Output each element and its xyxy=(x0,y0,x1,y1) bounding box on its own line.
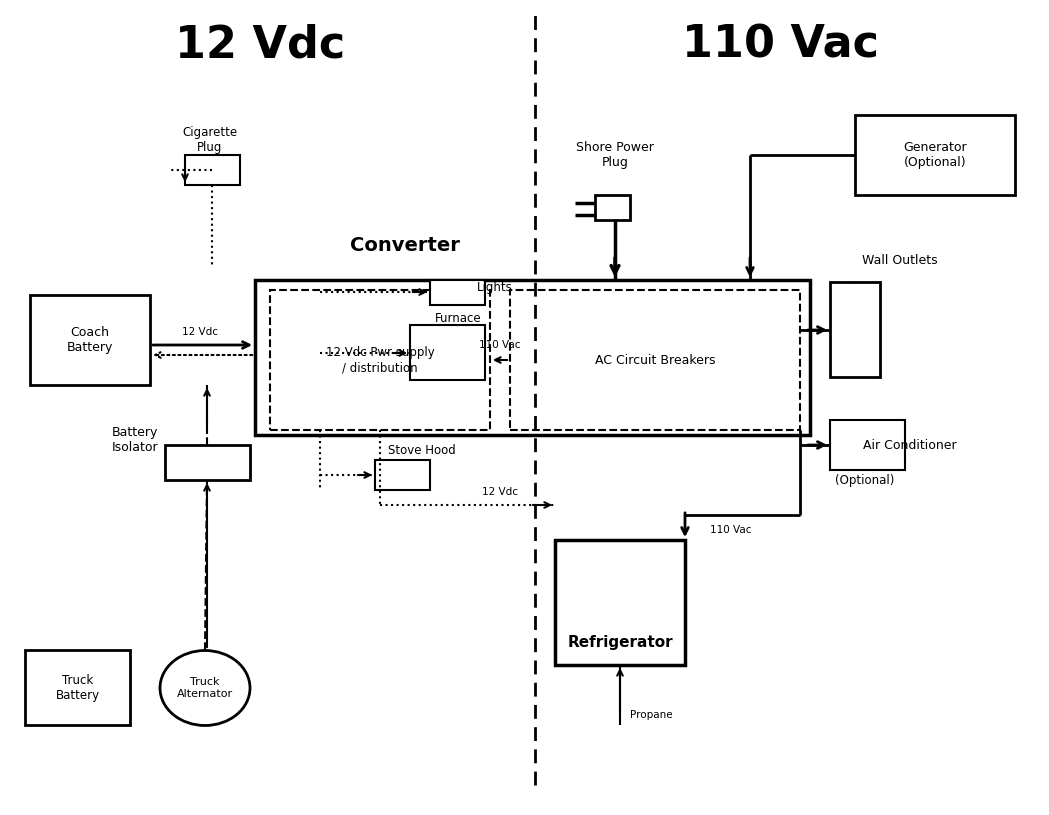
Text: Cigarette
Plug: Cigarette Plug xyxy=(183,126,237,154)
Bar xyxy=(855,115,1015,195)
Text: 12 Vdc: 12 Vdc xyxy=(481,487,518,497)
Bar xyxy=(374,460,430,490)
Text: Propane: Propane xyxy=(630,710,672,720)
Circle shape xyxy=(833,283,877,327)
Bar xyxy=(510,290,800,430)
Text: Converter: Converter xyxy=(350,236,459,255)
Text: 110 Vac: 110 Vac xyxy=(479,340,520,350)
Bar xyxy=(255,280,810,435)
Bar xyxy=(30,295,150,385)
Text: 110 Vac: 110 Vac xyxy=(682,24,878,67)
Text: Coach
Battery: Coach Battery xyxy=(67,326,113,354)
Text: 12 Vdc: 12 Vdc xyxy=(181,327,218,337)
Bar xyxy=(430,280,485,305)
Bar xyxy=(555,540,685,665)
Text: Stove Hood: Stove Hood xyxy=(388,443,455,456)
Bar xyxy=(595,195,630,220)
Bar xyxy=(410,325,485,380)
Text: Truck
Battery: Truck Battery xyxy=(56,674,100,702)
Text: Lights: Lights xyxy=(477,280,513,293)
Circle shape xyxy=(844,294,866,316)
Text: Battery
Isolator: Battery Isolator xyxy=(111,426,158,454)
Text: Shore Power
Plug: Shore Power Plug xyxy=(576,141,654,169)
Text: Truck
Alternator: Truck Alternator xyxy=(177,677,233,698)
Text: Air Conditioner: Air Conditioner xyxy=(863,438,957,452)
Text: Generator
(Optional): Generator (Optional) xyxy=(903,141,967,169)
Bar xyxy=(270,290,490,430)
Ellipse shape xyxy=(160,650,250,725)
Bar xyxy=(185,155,240,185)
Text: Furnace: Furnace xyxy=(435,311,481,324)
Bar xyxy=(830,282,880,377)
Bar xyxy=(25,650,130,725)
Text: Wall Outlets: Wall Outlets xyxy=(862,253,938,267)
Bar xyxy=(165,445,250,480)
Text: 110 Vac: 110 Vac xyxy=(710,525,751,535)
Text: 12 Vdc Pwr supply
/ distribution: 12 Vdc Pwr supply / distribution xyxy=(325,346,434,374)
Text: (Optional): (Optional) xyxy=(835,474,895,487)
Circle shape xyxy=(833,331,877,375)
Text: Refrigerator: Refrigerator xyxy=(568,636,672,650)
Text: 12 Vdc: 12 Vdc xyxy=(175,24,345,67)
Bar xyxy=(830,420,905,470)
Circle shape xyxy=(844,342,866,364)
Text: AC Circuit Breakers: AC Circuit Breakers xyxy=(595,354,715,367)
